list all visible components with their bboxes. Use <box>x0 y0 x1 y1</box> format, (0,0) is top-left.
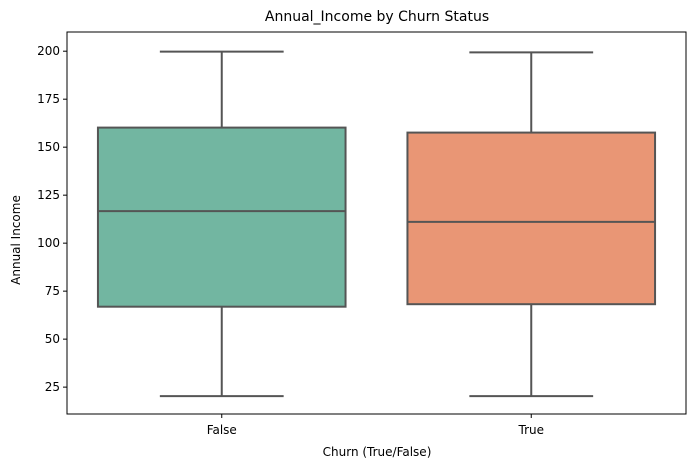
y-tick-label-75: 75 <box>45 284 60 298</box>
y-tick-label-50: 50 <box>45 332 60 346</box>
box-false <box>96 126 347 308</box>
chart-title: Annual_Income by Churn Status <box>265 9 489 25</box>
plot-area: False True 25 50 75 100 125 150 175 200 <box>37 31 687 437</box>
y-tick-label-200: 200 <box>37 44 60 58</box>
y-tick-label-125: 125 <box>37 188 60 202</box>
y-tick-label-150: 150 <box>37 140 60 154</box>
y-tick-label-175: 175 <box>37 92 60 106</box>
y-axis-label: Annual Income <box>9 195 23 285</box>
x-tick-label-false: False <box>207 423 237 437</box>
plot-frame <box>66 31 687 415</box>
y-tick-label-25: 25 <box>45 380 60 394</box>
box-true <box>406 131 657 306</box>
x-axis-label: Churn (True/False) <box>323 445 432 459</box>
y-tick-label-100: 100 <box>37 236 60 250</box>
x-tick-label-true: True <box>518 423 545 437</box>
